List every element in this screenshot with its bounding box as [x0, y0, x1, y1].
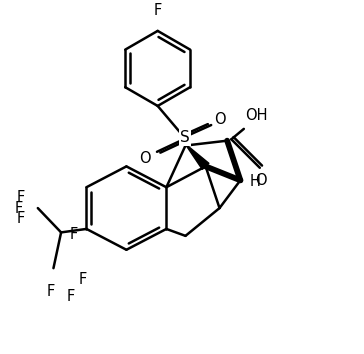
Polygon shape — [185, 143, 209, 170]
Text: O: O — [214, 112, 226, 127]
Text: O: O — [139, 151, 151, 166]
Text: F: F — [67, 289, 75, 304]
Text: F: F — [14, 201, 23, 216]
Text: H: H — [249, 174, 260, 189]
Text: F: F — [154, 4, 162, 18]
Text: F: F — [17, 211, 25, 226]
Text: F: F — [70, 227, 78, 242]
Text: OH: OH — [245, 108, 268, 123]
Text: F: F — [79, 273, 87, 287]
Text: S: S — [180, 130, 190, 145]
Text: F: F — [47, 284, 55, 299]
Text: F: F — [17, 190, 25, 205]
Text: O: O — [256, 173, 267, 188]
